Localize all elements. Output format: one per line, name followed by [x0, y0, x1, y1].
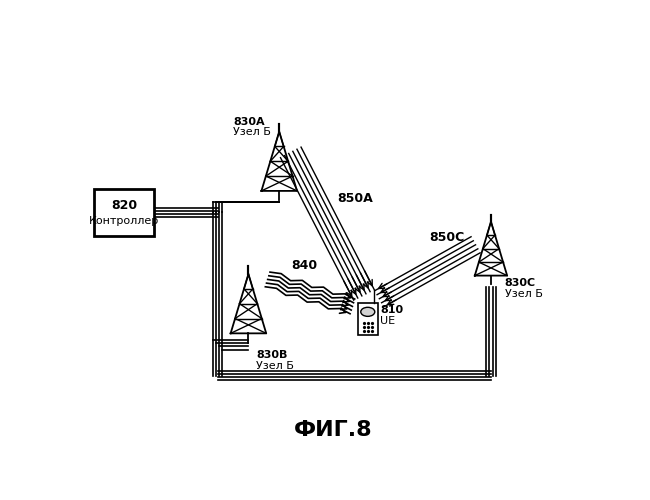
Text: Контроллер: Контроллер	[89, 216, 160, 226]
Text: 830C: 830C	[505, 278, 536, 288]
Bar	[94, 190, 155, 236]
Text: UE: UE	[380, 316, 395, 326]
Text: 830B: 830B	[256, 350, 287, 360]
Text: 830A: 830A	[233, 116, 265, 126]
Text: 850C: 850C	[430, 230, 465, 243]
Text: ФИГ.8: ФИГ.8	[294, 420, 372, 440]
Bar	[358, 303, 378, 335]
Text: 810: 810	[380, 305, 403, 316]
Text: 850A: 850A	[337, 192, 372, 205]
Text: Узел Б: Узел Б	[233, 128, 271, 138]
Text: 820: 820	[111, 199, 138, 212]
Ellipse shape	[361, 308, 375, 316]
Text: Узел Б: Узел Б	[256, 360, 294, 370]
Text: Узел Б: Узел Б	[505, 289, 543, 299]
Text: 840: 840	[291, 259, 317, 272]
